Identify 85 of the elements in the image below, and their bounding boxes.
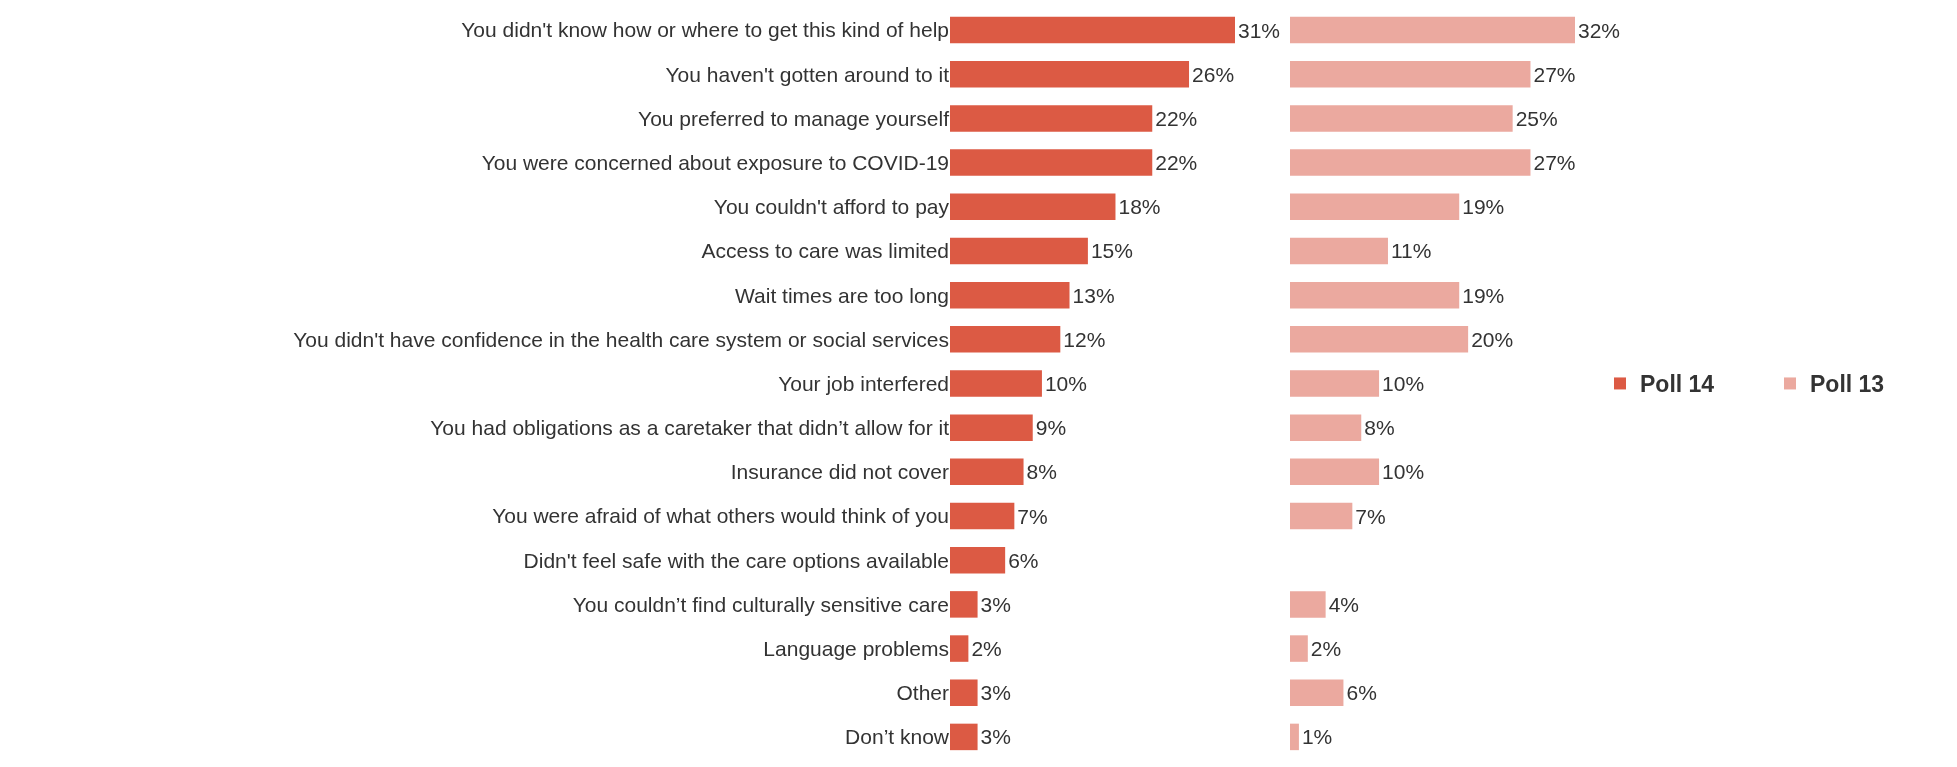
y-tick-label: You had obligations as a caretaker that didn’t allow for it [430, 416, 950, 440]
data-label: 22% [1155, 151, 1198, 175]
data-label: 2% [971, 637, 1002, 661]
bar [950, 193, 1116, 221]
data-label: 2% [1310, 637, 1342, 661]
bar [950, 546, 1006, 574]
bar [1290, 149, 1531, 176]
data-label: 18% [1118, 195, 1161, 219]
data-label: 19% [1462, 283, 1505, 307]
bar [1290, 61, 1531, 88]
data-label: 6% [1008, 548, 1039, 572]
data-label: 27% [1533, 62, 1576, 86]
y-tick-label: You preferred to manage yourself [638, 106, 950, 130]
data-label: 15% [1090, 239, 1133, 263]
y-tick-label: Your job interfered [778, 371, 949, 395]
bar [950, 635, 969, 662]
legend-label: Poll 14 [1640, 371, 1715, 398]
bar [1290, 723, 1299, 751]
bar [950, 237, 1088, 265]
bar [950, 723, 978, 751]
bar [1290, 281, 1460, 309]
data-label: 3% [980, 725, 1011, 749]
y-tick-label: Language problems [763, 636, 949, 660]
bar [950, 326, 1061, 353]
data-label: 11% [1390, 239, 1432, 263]
y-tick-label: Wait times are too long [735, 283, 949, 307]
y-tick-label: Access to care was limited [701, 239, 949, 263]
y-tick-label: Other [896, 681, 949, 705]
bar [1290, 326, 1469, 353]
legend-label: Poll 13 [1810, 371, 1885, 398]
bar [1290, 370, 1380, 397]
data-label: 9% [1035, 416, 1067, 440]
y-tick-label: You didn't have confidence in the health care system or social services [293, 327, 949, 351]
data-label: 1% [1301, 725, 1333, 749]
bar [950, 458, 1024, 486]
y-tick-label: You were afraid of what others would think of you [492, 504, 949, 528]
bar [950, 502, 1015, 530]
bar [950, 61, 1190, 88]
data-label: 32% [1578, 18, 1621, 42]
y-tick-label: You couldn't afford to pay [713, 195, 950, 219]
data-label: 8% [1026, 460, 1057, 484]
bar [950, 16, 1235, 44]
data-label: 27% [1533, 151, 1576, 175]
y-tick-label: You didn't know how or where to get this kind of help [461, 18, 949, 42]
y-tick-label: You were concerned about exposure to COVID-19 [481, 150, 949, 174]
bar [950, 149, 1153, 176]
data-label: 6% [1346, 681, 1377, 705]
data-label: 10% [1382, 372, 1425, 395]
bar [950, 679, 978, 706]
data-label: 8% [1364, 416, 1395, 440]
data-label: 3% [980, 592, 1011, 616]
bar [1290, 679, 1344, 706]
bar [950, 591, 978, 618]
bar [1290, 105, 1513, 132]
bar [950, 414, 1033, 441]
data-label: 10% [1044, 372, 1087, 395]
y-tick-label: You couldn’t find culturally sensitive care [572, 592, 949, 616]
y-tick-label: Didn't feel safe with the care options available [523, 548, 949, 572]
bar [950, 105, 1153, 132]
bar [950, 281, 1070, 309]
bar [1290, 16, 1575, 44]
bar [1290, 193, 1460, 221]
bar [1290, 635, 1308, 662]
bar [1290, 414, 1362, 441]
data-label: 26% [1192, 62, 1235, 86]
data-label: 25% [1515, 106, 1558, 130]
data-label: 3% [980, 681, 1011, 705]
data-label: 4% [1328, 592, 1359, 616]
y-tick-label: You haven't gotten around to it [665, 62, 950, 86]
bar [1290, 237, 1388, 265]
data-label: 10% [1382, 460, 1425, 484]
data-label: 7% [1355, 504, 1386, 528]
y-tick-label: Insurance did not cover [730, 460, 950, 484]
data-label: 7% [1017, 504, 1048, 528]
y-tick-label: Don’t know [845, 725, 950, 749]
data-label: 20% [1471, 327, 1514, 351]
data-label: 13% [1072, 283, 1115, 307]
bar [950, 370, 1042, 397]
bar [1290, 502, 1353, 530]
bar [1290, 591, 1326, 618]
data-label: 31% [1238, 18, 1281, 42]
data-label: 19% [1462, 195, 1505, 219]
bar [1290, 458, 1380, 486]
data-label: 12% [1063, 327, 1106, 351]
data-label: 22% [1155, 106, 1198, 130]
